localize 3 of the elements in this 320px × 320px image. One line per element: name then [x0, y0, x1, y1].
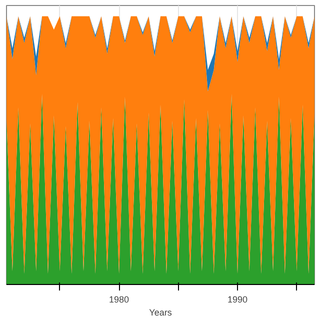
x-tick-label: 1980: [109, 294, 130, 304]
x-axis-title: Years: [149, 308, 172, 318]
x-tick-label: 1990: [227, 294, 248, 304]
